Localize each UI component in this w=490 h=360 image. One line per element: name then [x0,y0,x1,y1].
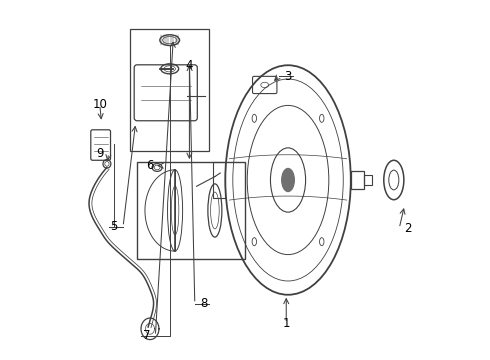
Bar [130,30,209,151]
Bar [137,162,245,259]
Text: 6: 6 [146,159,154,172]
Text: 7: 7 [143,329,150,342]
Text: 10: 10 [92,98,107,111]
Text: 1: 1 [283,317,290,330]
Text: 2: 2 [404,222,412,235]
Ellipse shape [282,168,294,192]
Text: 8: 8 [200,297,207,310]
Text: 3: 3 [284,69,292,82]
Text: 5: 5 [110,220,118,233]
Bar [351,171,365,189]
Text: 9: 9 [96,147,103,159]
Text: 4: 4 [186,59,193,72]
Bar [213,162,225,198]
Bar [365,175,372,185]
Bar [159,68,173,69]
